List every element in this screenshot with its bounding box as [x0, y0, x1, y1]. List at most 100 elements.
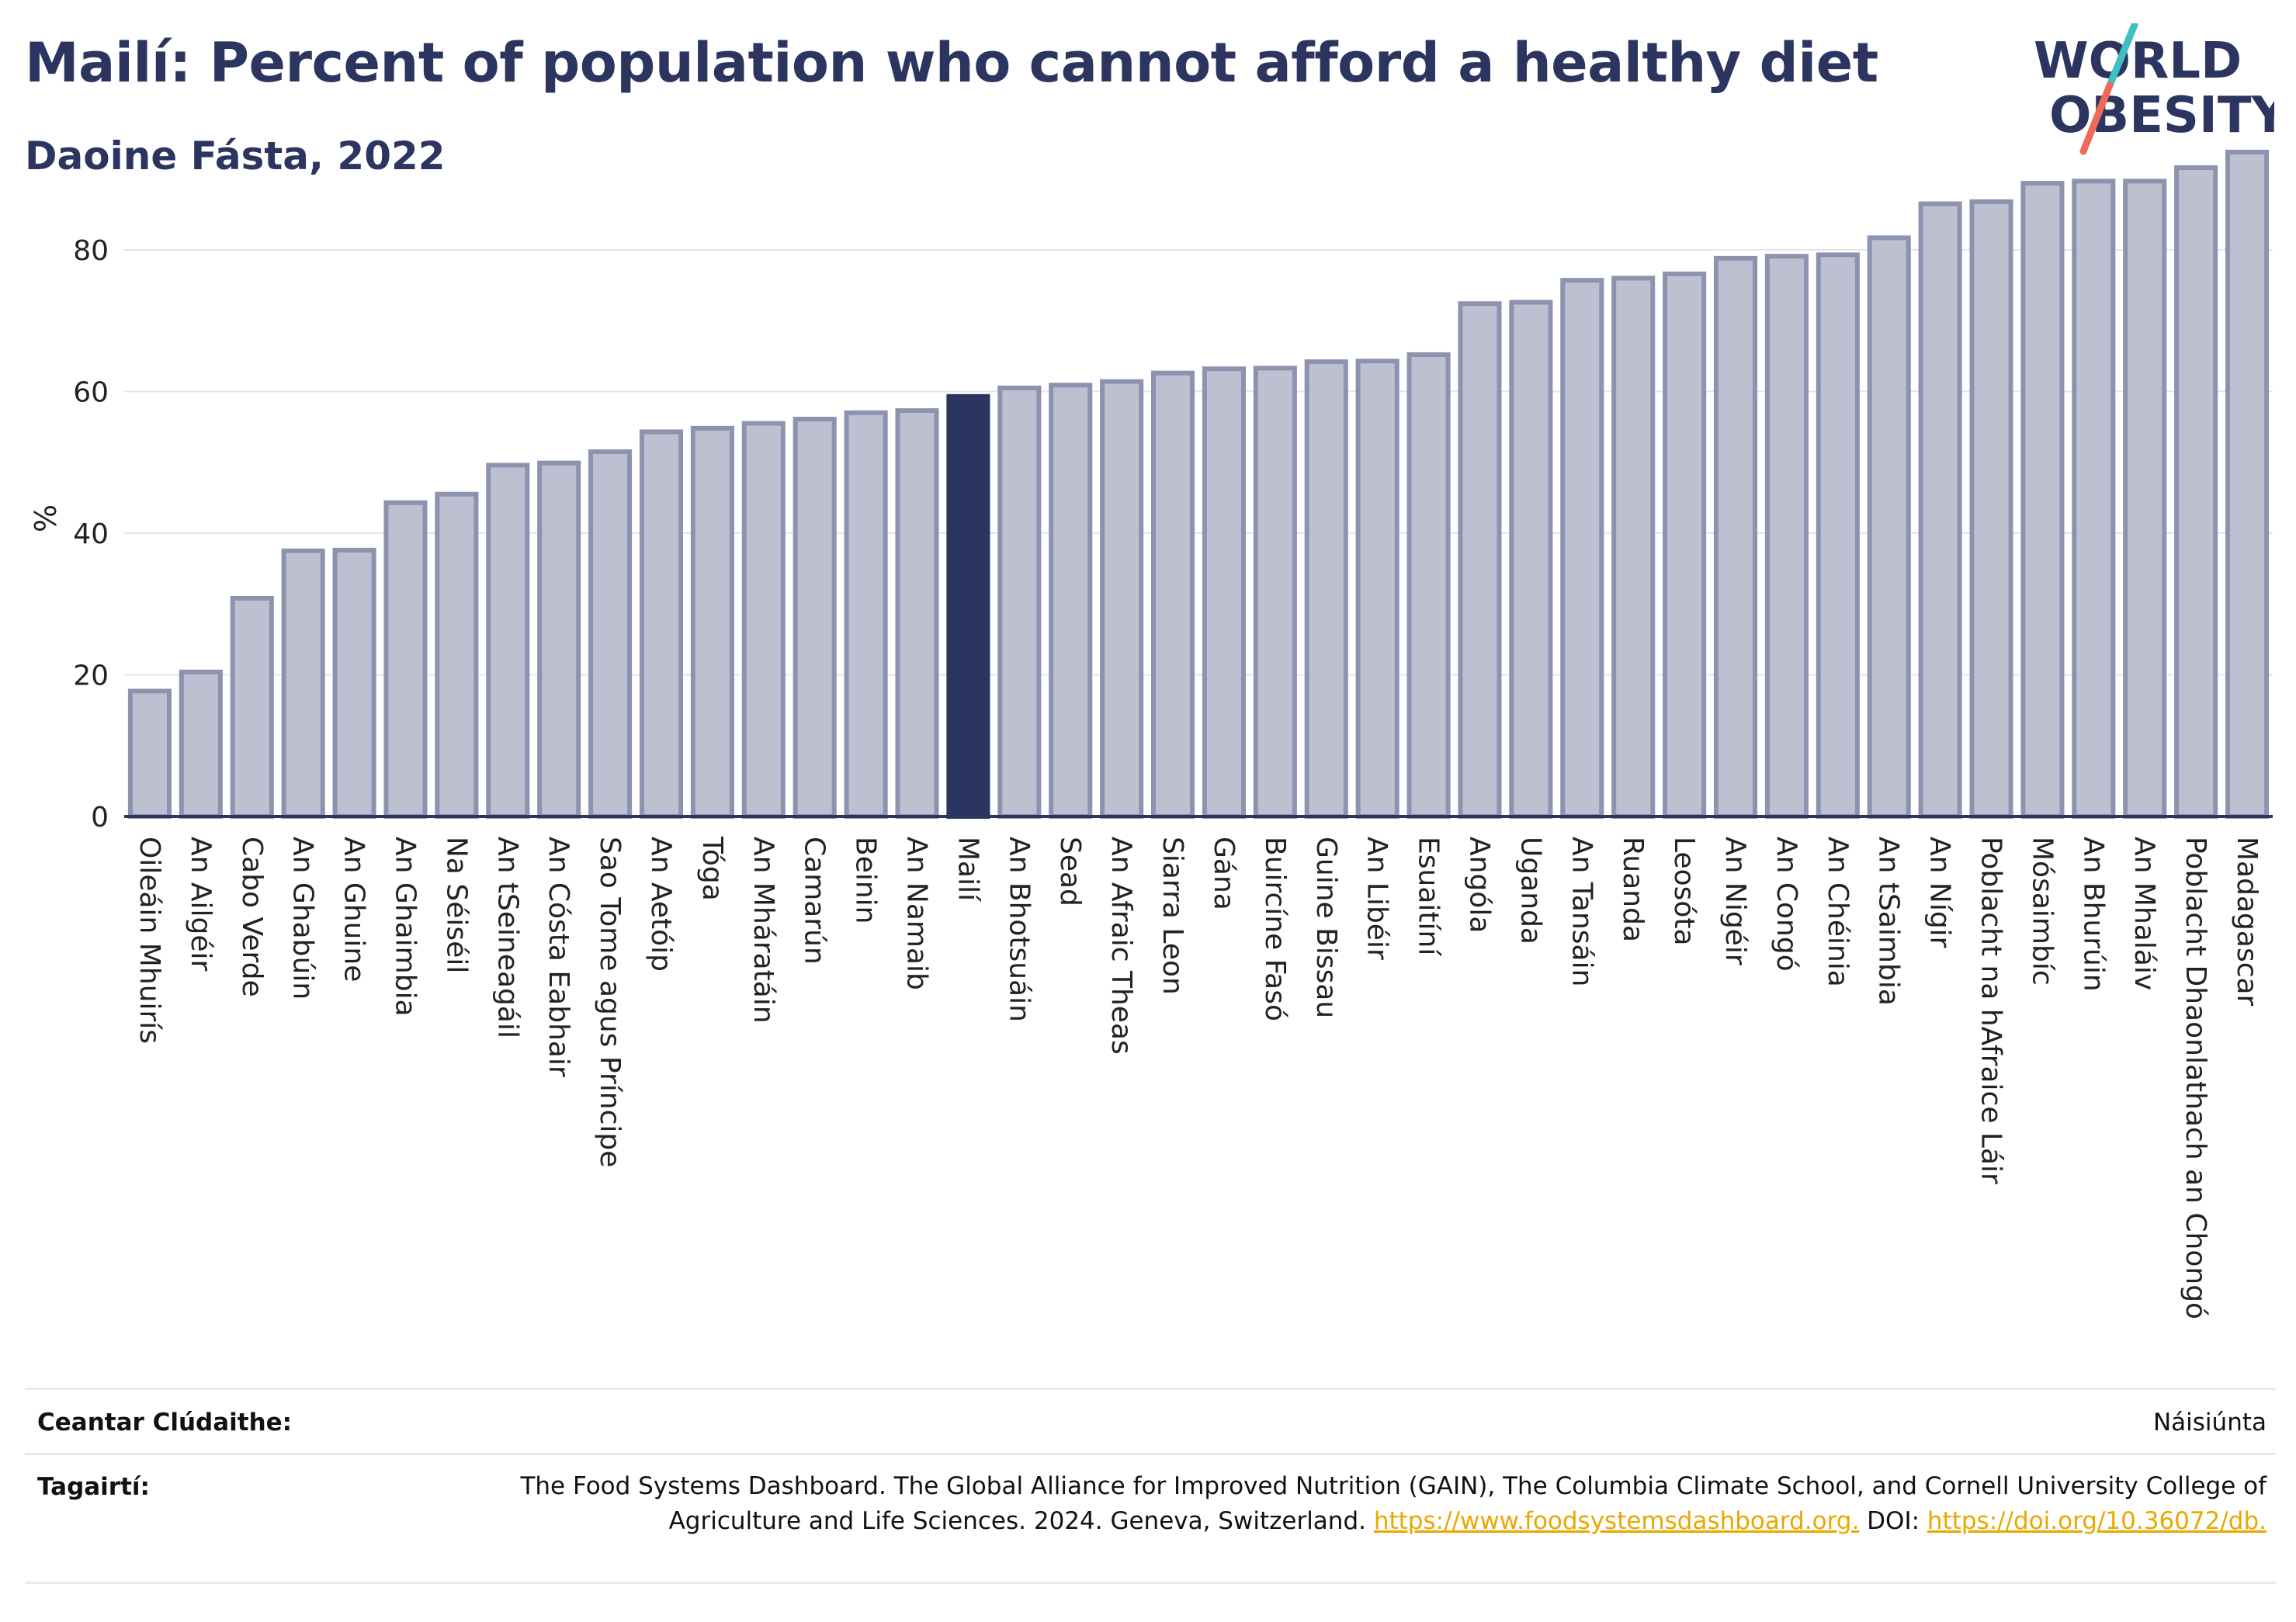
references-text: The Food Systems Dashboard. The Global A…: [520, 1469, 2267, 1539]
bar: [1049, 383, 1093, 819]
bar: [1663, 271, 1707, 820]
bar: [1764, 254, 1809, 820]
x-tick-label: Mósaimbíc: [2026, 837, 2058, 986]
x-tick-label: An Bhotsuáin: [1003, 837, 1035, 1022]
bar: [281, 548, 325, 820]
logo-slash-coral: [2079, 81, 2114, 155]
y-tick-label: 20: [73, 660, 109, 691]
x-tick-label: An Ghabúin: [287, 837, 319, 1000]
x-tick-label: An Cósta Eabhair: [543, 837, 574, 1077]
x-tick-label: Cabo Verde: [236, 837, 268, 997]
x-tick-label: Buircíne Fasó: [1259, 837, 1291, 1021]
bar: [2020, 181, 2065, 819]
y-tick-labels: 0 20 40 60 80: [73, 235, 109, 834]
x-tick-label: Leosóta: [1668, 837, 1700, 946]
bar: [1867, 235, 1911, 819]
references-label: Tagairtí:: [37, 1473, 150, 1501]
footer-divider-bottom: [25, 1582, 2276, 1584]
bar: [997, 385, 1042, 819]
x-tick-label: Angóla: [1463, 837, 1495, 933]
bar: [127, 688, 172, 820]
bar: [1509, 300, 1553, 820]
x-tick-label: Guine Bissau: [1310, 837, 1342, 1018]
bar: [1355, 359, 1399, 819]
x-tick-label: Na Séiséil: [440, 837, 472, 973]
bar: [639, 429, 684, 819]
references-doi-label: DOI:: [1859, 1507, 1927, 1535]
x-tick-label: Oileáin Mhuirís: [134, 837, 165, 1044]
x-tick-label: Poblacht Dhaonlathach an Chongó: [2180, 837, 2211, 1319]
footer-divider-top: [25, 1388, 2276, 1390]
y-tick-label: 80: [73, 235, 109, 267]
x-tick-label: An Mháratáin: [747, 837, 779, 1024]
grid-lines: [124, 248, 2273, 676]
bar: [383, 500, 428, 819]
bar: [2072, 178, 2116, 820]
x-tick-label: An Ailgéir: [185, 837, 217, 972]
x-tick-label: An Namaib: [901, 837, 933, 990]
x-tick-label: Sao Tome agus Príncipe: [594, 837, 626, 1167]
bar: [1304, 359, 1348, 819]
x-tick-label: An Mhaláiv: [2128, 837, 2160, 990]
bar: [690, 425, 734, 819]
x-tick-label: Madagascar: [2231, 837, 2263, 1007]
x-tick-label: An Congó: [1771, 837, 1802, 972]
references-body: The Food Systems Dashboard. The Global A…: [520, 1472, 2267, 1535]
y-tick-label: 0: [91, 802, 109, 834]
x-tick-label: Gána: [1208, 837, 1240, 910]
bar: [1151, 370, 1195, 819]
coverage-label: Ceantar Clúdaithe:: [37, 1409, 293, 1437]
x-tick-label: An Aetóip: [645, 837, 677, 972]
bar: [1816, 252, 1860, 820]
bar: [230, 595, 274, 819]
references-link-dashboard[interactable]: https://www.foodsystemsdashboard.org.: [1373, 1507, 1860, 1535]
bar: [486, 463, 530, 819]
chart-title: Mailí: Percent of population who cannot …: [25, 31, 1878, 95]
bar: [1969, 199, 2013, 819]
bar-highlight: [946, 393, 990, 820]
chart-subtitle: Daoine Fásta, 2022: [25, 133, 446, 178]
x-tick-label: An Chéinia: [1822, 837, 1854, 987]
bar: [1611, 276, 1656, 819]
x-tick-label: An Ghaimbia: [389, 837, 421, 1017]
bar: [435, 491, 479, 819]
x-tick-label: An tSaimbia: [1873, 837, 1905, 1006]
y-axis-label: %: [29, 504, 63, 532]
bar: [844, 410, 888, 819]
world-obesity-logo: WORLD OBESITY: [2034, 23, 2274, 155]
x-tick-label: An Libéir: [1361, 837, 1393, 960]
bar: [588, 449, 633, 819]
bar: [895, 408, 939, 819]
bar: [793, 417, 837, 819]
bar-chart: Oileáin Mhuirís An Ailgéir Cabo Verde An Gh…: [29, 149, 2273, 1319]
x-tick-label: Mailí: [952, 837, 983, 902]
logo-line-world: WORLD: [2034, 33, 2242, 90]
x-tick-label: Camarún: [799, 837, 831, 965]
x-tick-label: Ruanda: [1617, 837, 1649, 942]
bar: [2174, 165, 2218, 819]
coverage-value: Náisiúnta: [2152, 1409, 2267, 1437]
x-tick-label: Esuaitíní: [1413, 837, 1445, 956]
bar: [1713, 255, 1758, 819]
bar: [1918, 201, 1962, 819]
x-tick-label: Uganda: [1514, 837, 1546, 944]
bar: [537, 460, 581, 820]
x-tick-label: An Ghuine: [338, 837, 370, 982]
y-tick-label: 60: [73, 376, 109, 408]
x-tick-labels: Oileáin Mhuirís An Ailgéir Cabo Verde An Gh…: [134, 836, 2263, 1319]
bar: [1202, 366, 1246, 819]
bar: [1253, 366, 1297, 819]
x-tick-label: Poblacht na hAfraice Láir: [1975, 837, 2007, 1184]
x-tick-label: An Tansáin: [1566, 837, 1597, 986]
bar: [1458, 301, 1502, 819]
footer-divider-mid: [25, 1453, 2276, 1455]
bar: [1406, 352, 1451, 819]
bar: [2225, 149, 2270, 819]
references-link-doi[interactable]: https://doi.org/10.36072/db.: [1927, 1507, 2267, 1535]
bar: [1100, 379, 1144, 819]
x-tick-label: An Nigéir: [1719, 837, 1751, 965]
x-tick-label: An Afraic Theas: [1105, 837, 1137, 1055]
x-tick-label: Siarra Leon: [1157, 837, 1188, 995]
x-tick-label: An Bhurúin: [2077, 837, 2109, 992]
logo-slash-teal: [2106, 23, 2138, 89]
